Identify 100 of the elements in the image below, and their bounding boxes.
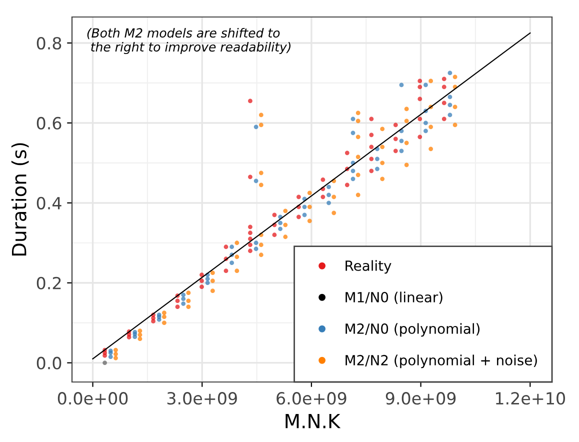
point [248, 236, 252, 242]
point [428, 124, 434, 130]
point [424, 120, 428, 126]
point [356, 110, 360, 116]
point [296, 214, 301, 220]
legend-label: Reality [346, 260, 392, 274]
x-tick-label: 1.2e+10 [496, 392, 565, 405]
x-tick-label: 9.0e+09 [386, 392, 456, 405]
point [283, 234, 288, 240]
point [258, 112, 264, 118]
point [258, 252, 264, 258]
point [162, 320, 166, 326]
point [356, 134, 360, 140]
point [210, 278, 215, 284]
point [350, 116, 356, 122]
point [350, 130, 356, 136]
y-axis-title: Duration (s) [11, 143, 29, 256]
point [452, 74, 458, 80]
y-tick-label: 0.6 [36, 116, 62, 130]
point [258, 242, 264, 248]
point [210, 270, 215, 276]
point [114, 352, 118, 356]
point [418, 84, 422, 90]
point [418, 96, 422, 102]
point [452, 104, 458, 110]
point [162, 314, 166, 320]
point [258, 170, 264, 176]
point [248, 248, 252, 254]
point [210, 288, 215, 294]
point [356, 154, 360, 160]
point [442, 100, 446, 106]
point [181, 292, 186, 298]
x-tick-label: 0.0e+00 [58, 392, 128, 405]
point [393, 148, 398, 154]
point [307, 218, 312, 224]
point [356, 118, 360, 124]
point [344, 150, 350, 156]
point [307, 204, 312, 210]
point [350, 176, 356, 182]
point [326, 184, 331, 190]
point [442, 116, 446, 122]
point [296, 194, 301, 200]
point [356, 192, 360, 198]
point [418, 134, 422, 140]
point [114, 356, 118, 360]
point [200, 284, 204, 290]
legend-label: M2/N0 (polynomial) [346, 323, 480, 337]
point [175, 304, 180, 310]
point [200, 278, 204, 284]
y-tick-label: 0.4 [36, 196, 62, 210]
point [175, 298, 180, 304]
point [380, 160, 385, 166]
point [380, 176, 385, 182]
point [138, 336, 142, 342]
point [248, 224, 252, 230]
point [162, 310, 166, 316]
point [278, 220, 282, 226]
point [375, 166, 380, 172]
point [404, 106, 409, 112]
point [258, 182, 264, 188]
point [418, 78, 422, 84]
point [442, 84, 446, 90]
point [114, 348, 118, 352]
point [369, 156, 374, 162]
point [344, 182, 350, 188]
point [248, 98, 252, 104]
legend-label: M1/N0 (linear) [346, 292, 442, 304]
point [205, 280, 210, 286]
point [404, 118, 409, 124]
point [350, 168, 356, 174]
point [186, 298, 191, 304]
point [272, 232, 277, 238]
point [108, 354, 113, 360]
point [369, 168, 374, 174]
point [230, 260, 234, 266]
point [283, 222, 288, 228]
point [399, 138, 404, 144]
point [234, 254, 240, 260]
point [138, 332, 142, 338]
point [369, 116, 374, 122]
point [200, 272, 204, 278]
point [320, 178, 326, 182]
point [302, 212, 307, 218]
annotation: (Both M2 models are shifted to the right to improve readability) [87, 28, 290, 54]
point [418, 116, 422, 122]
point [404, 162, 409, 168]
point [307, 190, 312, 196]
point [428, 146, 434, 152]
point [320, 194, 326, 200]
point [283, 208, 288, 214]
point [248, 242, 252, 248]
point [399, 148, 404, 154]
point [399, 82, 404, 88]
point [369, 144, 374, 150]
point [224, 244, 228, 250]
point [254, 178, 258, 184]
point [302, 204, 307, 210]
point [404, 140, 409, 146]
point [138, 328, 142, 334]
y-tick-label: 0.8 [36, 36, 62, 50]
